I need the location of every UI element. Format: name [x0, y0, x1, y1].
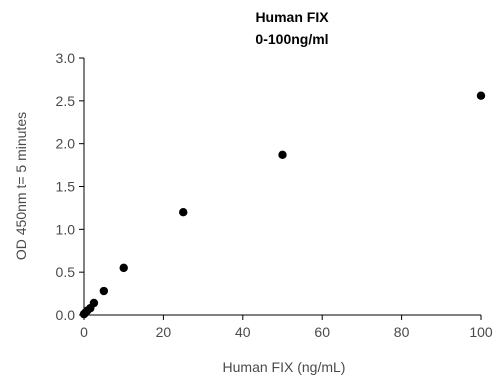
y-tick-label: 2.0	[56, 136, 76, 152]
y-tick-label: 0.5	[56, 264, 76, 280]
x-tick-label: 60	[314, 324, 330, 340]
x-axis-label: Human FIX (ng/mL)	[223, 359, 346, 375]
data-point	[476, 91, 486, 100]
x-tick-label: 20	[156, 324, 172, 340]
y-axis-label: OD 450nm t= 5 minutes	[13, 112, 29, 260]
data-point	[99, 286, 109, 296]
x-tick-label: 40	[235, 324, 251, 340]
axes-layer	[83, 58, 481, 316]
points-layer	[79, 91, 486, 319]
data-point	[179, 208, 188, 217]
y-tick-label: 3.0	[56, 50, 76, 66]
y-tick-label: 1.0	[56, 221, 76, 237]
x-tick-label: 80	[394, 324, 410, 340]
y-tick-label: 1.5	[56, 179, 76, 195]
ticks-layer: 0 20 40 60 80 100 0.0 0.5 1.0 1.5 2.0 2.5 3.0	[56, 50, 493, 340]
x-tick-label: 100	[469, 324, 493, 340]
chart-subtitle: 0-100ng/ml	[255, 31, 328, 47]
data-point	[119, 263, 128, 273]
y-tick-label: 2.5	[56, 93, 76, 109]
chart-title: Human FIX	[255, 9, 329, 25]
data-point	[89, 298, 99, 308]
x-tick-label: 0	[80, 324, 88, 340]
y-tick-label: 0.0	[56, 307, 76, 323]
data-point	[278, 150, 287, 160]
